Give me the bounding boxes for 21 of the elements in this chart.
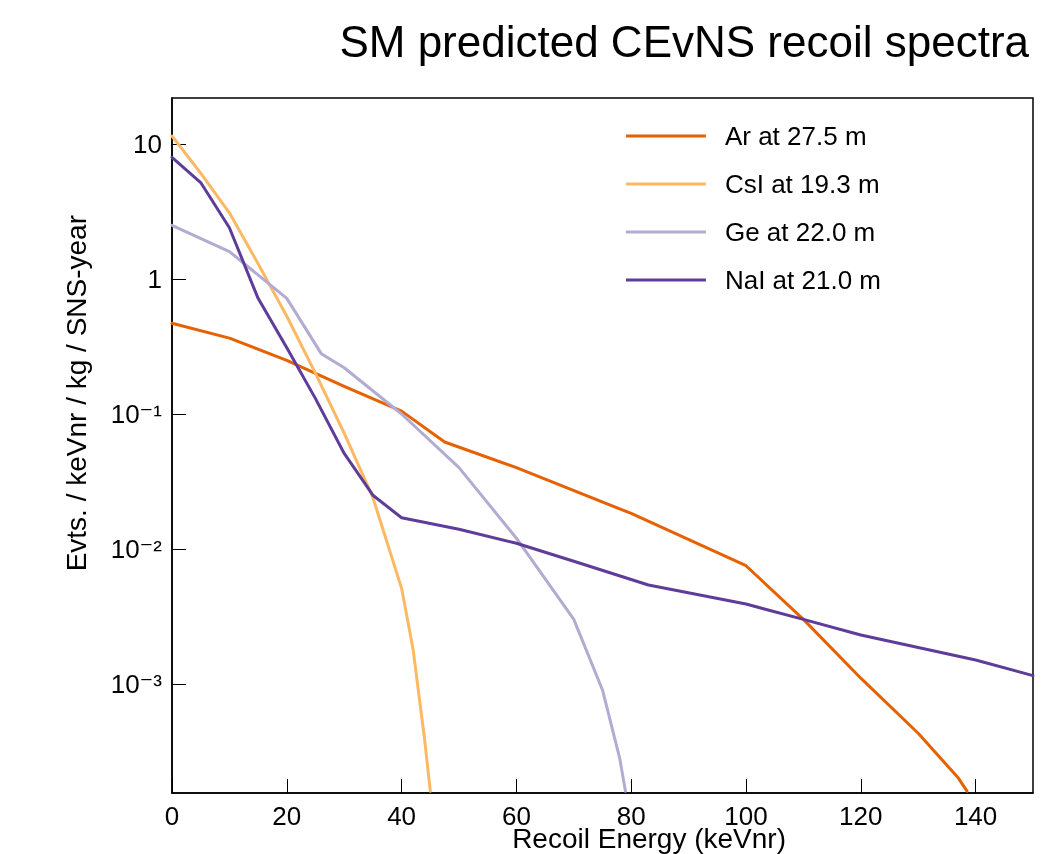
legend-label: Ar at 27.5 m [724, 121, 867, 151]
legend-label: Ge at 22.0 m [724, 217, 876, 247]
y-axis-title: Evts. / keVnr / kg / SNS-year [60, 214, 92, 572]
x-tick-label: 40 [387, 801, 417, 831]
x-tick-label: 20 [272, 801, 302, 831]
line-series [170, 134, 432, 793]
line-series [170, 223, 627, 793]
legend-label: CsI at 19.3 m [724, 169, 880, 199]
y-tick-label: 10 [133, 129, 162, 160]
line-series [170, 321, 969, 793]
y-tick-label: 10⁻³ [110, 668, 163, 699]
y-tick-label: 10⁻² [110, 533, 163, 564]
x-tick-label: 80 [616, 801, 646, 831]
x-tick-label: 0 [164, 801, 180, 831]
line-series [170, 155, 1035, 678]
y-tick-label: 10⁻¹ [110, 398, 163, 429]
chart-title: SM predicted CEvNS recoil spectra [339, 16, 1030, 66]
legend-label: NaI at 21.0 m [724, 265, 881, 295]
y-tick-label: 1 [147, 264, 162, 295]
x-tick-label: 120 [839, 801, 883, 831]
x-tick-label: 140 [953, 801, 998, 831]
